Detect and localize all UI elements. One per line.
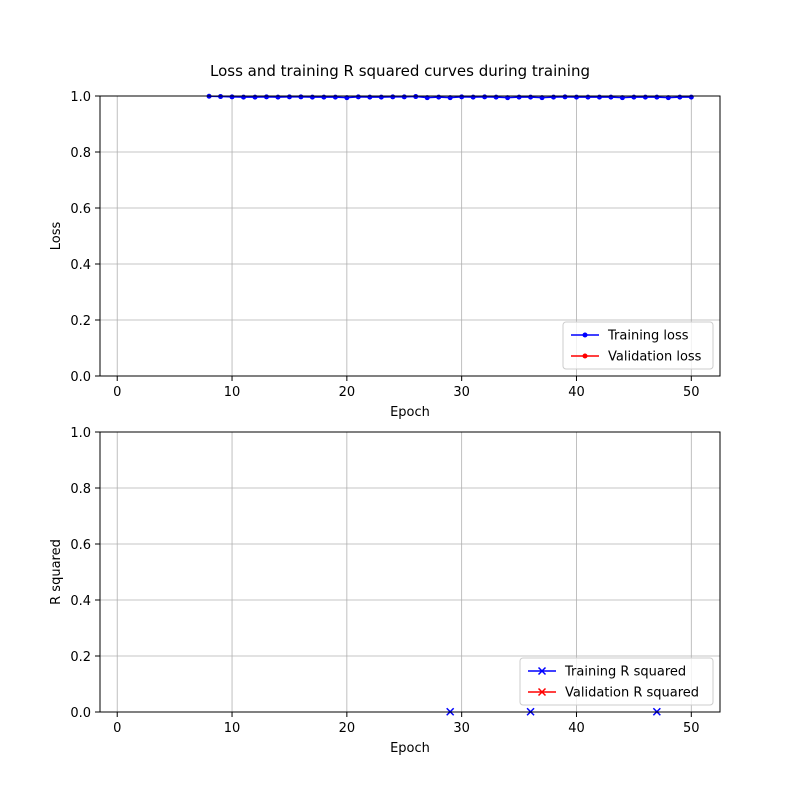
loss-y-tick-label: 0.8 <box>70 146 91 161</box>
r-squared-y-tick-label: 0.8 <box>70 482 91 497</box>
loss-legend-marker <box>582 353 588 359</box>
loss-series-0-point <box>390 94 396 100</box>
loss-legend-label: Validation loss <box>608 350 702 365</box>
loss-series-0-point <box>631 94 637 100</box>
loss-series-0-point <box>677 94 683 100</box>
loss-series-0-point <box>367 94 373 100</box>
loss-series-0-point <box>275 94 281 100</box>
r-squared-legend-label: Validation R squared <box>565 686 699 701</box>
r-squared-x-tick-label: 40 <box>568 721 585 736</box>
loss-series-0-point <box>551 94 557 100</box>
r-squared-y-tick-label: 0.6 <box>70 538 91 553</box>
loss-series-0-point <box>332 94 338 100</box>
loss-series-0-point <box>241 94 247 100</box>
loss-legend-box <box>562 321 714 370</box>
r-squared-x-tick-label: 30 <box>453 721 470 736</box>
loss-x-ticks: 0 10 20 30 40 50 <box>113 376 700 400</box>
loss-series-0-point <box>528 94 534 100</box>
loss-series-0-point <box>229 94 235 100</box>
r-squared-x-tick-label: 20 <box>339 721 356 736</box>
loss-y-tick-label: 1.0 <box>70 90 91 105</box>
r-squared-x-tick-label: 0 <box>113 721 121 736</box>
loss-legend-label: Training loss <box>607 329 689 344</box>
loss-series-0-point <box>218 94 224 100</box>
loss-series-0-point <box>263 94 269 100</box>
loss-series-0-point <box>562 94 568 100</box>
r-squared-y-axis-label: R squared <box>49 539 64 605</box>
loss-y-axis-label: Loss <box>49 222 64 251</box>
loss-series-0-point <box>378 94 384 100</box>
loss-series-0-point <box>688 94 694 100</box>
loss-legend-marker <box>582 332 588 338</box>
loss-series-0-point <box>573 94 579 100</box>
r-squared-y-tick-label: 0.0 <box>70 706 91 721</box>
loss-x-tick-label: 0 <box>113 385 121 400</box>
loss-x-tick-label: 40 <box>568 385 585 400</box>
loss-y-tick-label: 0.2 <box>70 314 91 329</box>
loss-legend: Training loss Validation loss <box>562 321 714 370</box>
loss-y-tick-label: 0.6 <box>70 202 91 217</box>
r-squared-axes-frame <box>99 431 721 713</box>
r-squared-x-tick-label: 10 <box>224 721 241 736</box>
loss-series-0-point <box>482 94 488 100</box>
r-squared-legend-box <box>519 657 714 706</box>
loss-series-0-point <box>608 94 614 100</box>
loss-series-0-point <box>459 94 465 100</box>
loss-series-0-point <box>355 94 361 100</box>
loss-series-0-point <box>493 94 499 100</box>
r-squared-legend-label: Training R squared <box>564 665 686 680</box>
loss-series-0-point <box>585 94 591 100</box>
r-squared-legend-marker <box>537 666 547 676</box>
loss-series-0-point <box>401 94 407 100</box>
loss-series-0-point <box>596 94 602 100</box>
loss-x-tick-label: 20 <box>339 385 356 400</box>
r-squared-x-axis-label: Epoch <box>390 741 430 756</box>
loss-series-0-point <box>252 94 258 100</box>
r-squared-x-ticks: 0 10 20 30 40 50 <box>113 712 700 736</box>
figure-title: Loss and training R squared curves durin… <box>210 62 590 80</box>
loss-x-tick-label: 10 <box>224 385 241 400</box>
loss-y-ticks: 0.0 0.2 0.4 0.6 0.8 1.0 <box>70 90 100 385</box>
loss-x-axis-label: Epoch <box>390 405 430 420</box>
loss-series-0-point <box>413 94 419 100</box>
loss-series-0-point <box>642 94 648 100</box>
loss-series-0-point <box>309 94 315 100</box>
loss-series-0-point <box>286 94 292 100</box>
loss-series-0-point <box>321 94 327 100</box>
loss-y-tick-label: 0.4 <box>70 258 91 273</box>
r-squared-y-tick-label: 1.0 <box>70 426 91 441</box>
loss-y-tick-label: 0.0 <box>70 370 91 385</box>
r-squared-x-tick-label: 50 <box>683 721 700 736</box>
r-squared-y-tick-label: 0.2 <box>70 650 91 665</box>
r-squared-subplot: 0 10 20 30 40 50 0.0 0.2 0.4 0.6 0.8 1.0 Epoch R s… <box>49 426 721 756</box>
loss-series-0-point <box>654 94 660 100</box>
loss-axes-frame <box>99 95 721 377</box>
r-squared-y-ticks: 0.0 0.2 0.4 0.6 0.8 1.0 <box>70 426 100 721</box>
r-squared-legend-marker <box>537 687 547 697</box>
loss-x-tick-label: 30 <box>453 385 470 400</box>
loss-x-tick-label: 50 <box>683 385 700 400</box>
loss-series-0-point <box>436 94 442 100</box>
loss-series-0-point <box>298 94 304 100</box>
r-squared-y-tick-label: 0.4 <box>70 594 91 609</box>
loss-series-0-point <box>470 94 476 100</box>
loss-series-0-point <box>516 94 522 100</box>
r-squared-legend: Training R squared Validation R squared <box>519 657 714 706</box>
loss-subplot: 0 10 20 30 40 50 0.0 0.2 0.4 0.6 0.8 1.0 Epoch Los… <box>49 90 721 420</box>
